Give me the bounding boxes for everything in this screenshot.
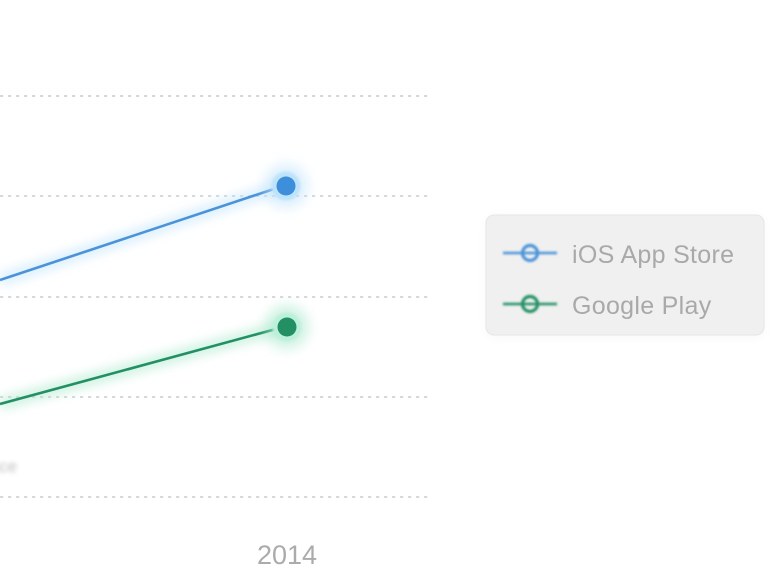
svg-text:Importance: Importance bbox=[0, 457, 17, 476]
svg-text:2014: 2014 bbox=[257, 540, 317, 570]
svg-text:Google Play: Google Play bbox=[572, 292, 712, 320]
svg-text:iOS App Store: iOS App Store bbox=[572, 241, 734, 269]
